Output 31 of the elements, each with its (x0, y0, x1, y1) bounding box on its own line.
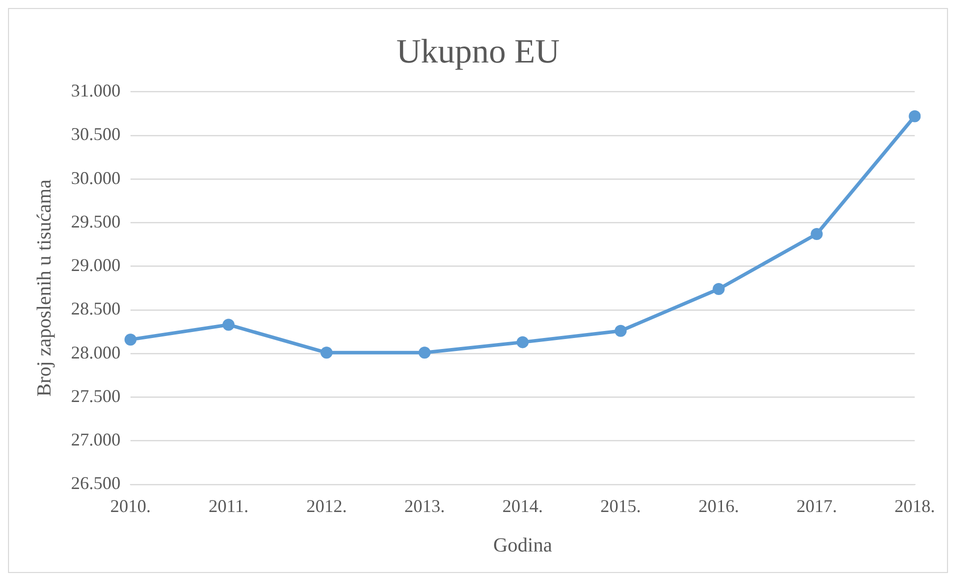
y-tick-label: 28.000 (71, 342, 120, 362)
point (908, 110, 921, 122)
x-tick-label: 2016. (698, 496, 739, 516)
y-tick-label: 27.000 (71, 430, 120, 450)
point (418, 346, 431, 359)
chart-title: Ukupno EU (396, 33, 560, 70)
point (222, 318, 235, 331)
y-tick-label: 29.500 (71, 211, 120, 232)
y-tick-label: 31.000 (71, 80, 120, 101)
y-tick-label: 27.500 (71, 386, 120, 406)
point (712, 282, 725, 295)
x-tick-label: 2010. (110, 496, 151, 516)
point (614, 324, 627, 337)
x-tick-label: 2012. (306, 496, 347, 516)
x-tick-label: 2015. (600, 496, 641, 516)
x-tick-label: 2011. (208, 496, 248, 516)
x-axis-title: Godina (493, 534, 552, 556)
x-tick-label: 2017. (796, 496, 837, 516)
y-tick-label: 29.000 (71, 255, 120, 276)
y-tick-label: 30.000 (71, 168, 120, 188)
y-tick-label: 28.500 (71, 298, 120, 319)
x-tick-label: 2018. (894, 496, 935, 516)
y-tick-label: 30.500 (71, 124, 120, 144)
y-axis-title: Broj zaposlenih u tisućama (33, 179, 56, 397)
x-tick-label: 2013. (404, 496, 445, 516)
point (320, 346, 333, 359)
x-tick-label: 2014. (502, 496, 543, 516)
point (810, 228, 823, 240)
y-tick-label: 26.500 (71, 473, 120, 494)
point (124, 334, 136, 346)
point (516, 336, 529, 348)
